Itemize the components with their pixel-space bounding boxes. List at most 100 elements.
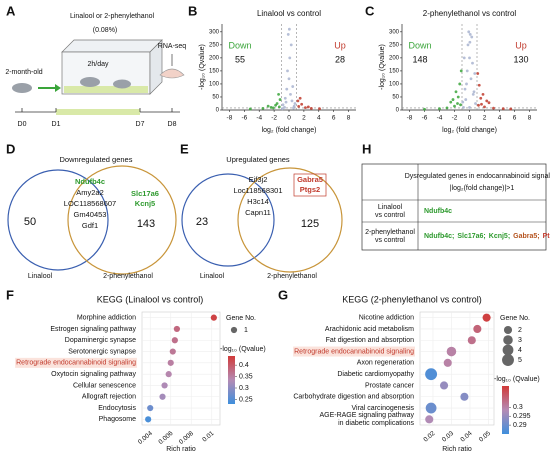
brain [159, 68, 185, 79]
legend-label: 4 [518, 347, 522, 354]
treatment-label: Linalool or 2-phenylethanol [70, 13, 155, 20]
x-tick-label: 4 [317, 115, 321, 122]
point [470, 35, 474, 39]
category-label: Carbohydrate digestion and absorption [293, 394, 414, 401]
gene: Gabra5; [513, 233, 539, 240]
category-label: Cellular senescence [73, 382, 136, 389]
category-label: Fat digestion and absorption [326, 337, 414, 344]
point [296, 99, 300, 103]
highlight [15, 357, 137, 368]
point [462, 56, 466, 60]
shared-gene: Eif3j2 [249, 175, 268, 184]
y-tick-label: 150 [209, 68, 220, 74]
point [318, 107, 321, 111]
colorbar-tick-label: 0.29 [513, 422, 527, 429]
exposure-label: 2h/day [87, 61, 109, 68]
point [266, 104, 270, 108]
right-gene: Ptgs2 [300, 185, 320, 194]
panel-letter: B [188, 3, 197, 18]
x-tick-label: -2 [452, 115, 458, 122]
y-tick-label: 300 [209, 29, 220, 35]
point [459, 103, 462, 107]
arrow-head [55, 84, 61, 92]
gene: Ndufb4c; [424, 233, 454, 240]
schematic [12, 39, 185, 115]
point [458, 82, 462, 86]
point [261, 107, 265, 110]
point [289, 43, 293, 47]
point [465, 69, 469, 73]
legend-count: 130 [513, 54, 528, 64]
category-label: Viral carcinogenesis [351, 405, 414, 412]
dot [439, 381, 449, 390]
dot [446, 346, 457, 357]
right-only-count: 125 [301, 218, 319, 230]
point [464, 98, 468, 101]
axis [401, 24, 537, 111]
point [468, 33, 472, 36]
x-tick-label: -6 [422, 115, 428, 122]
category-label: Nicotine addiction [359, 314, 414, 321]
venn-circle [7, 169, 109, 271]
x-tick-label: 0.03 [441, 430, 455, 444]
point [477, 103, 480, 107]
category-label: Prostate cancer [365, 382, 415, 389]
y-tick-label: 300 [389, 29, 400, 35]
point [492, 106, 495, 110]
right-gene: Kcnj5 [135, 199, 155, 208]
bedding [64, 86, 148, 93]
y-tick-label: 150 [389, 68, 400, 74]
x-axis-label: Rich ratio [166, 446, 196, 453]
point [449, 100, 453, 104]
point [453, 104, 456, 108]
y-tick-label: 250 [389, 42, 400, 48]
panel-letter: A [6, 3, 16, 18]
point [271, 106, 275, 110]
panel-letter: F [6, 287, 14, 302]
point [269, 105, 273, 109]
point [501, 107, 505, 111]
venn-title: Downregulated genes [60, 155, 133, 164]
axis [221, 24, 356, 111]
panel-letter: E [180, 141, 189, 156]
point [298, 96, 302, 100]
point [465, 82, 468, 86]
cage-lid [61, 39, 163, 53]
legend-dot [502, 354, 514, 366]
colorbar-title: -log₁₀ (Qvalue) [220, 346, 266, 353]
mouse [113, 79, 131, 89]
point [284, 100, 288, 104]
plot-frame [141, 311, 221, 426]
venn-left-label: Linalool [200, 273, 225, 280]
panel-letter: H [362, 141, 371, 156]
x-tick-label: -4 [437, 115, 443, 122]
legend-title: Gene No. [500, 315, 530, 322]
y-tick-label: 250 [209, 42, 220, 48]
legend-dot [502, 344, 514, 356]
point [303, 106, 307, 110]
kegg-title: KEGG (Linalool vs control) [97, 294, 204, 304]
category-label: Oxytocin signaling pathway [51, 371, 136, 378]
legend-count: 148 [412, 54, 427, 64]
x-tick-label: 8 [528, 115, 532, 122]
y-tick-label: 0 [396, 108, 400, 114]
legend-name: Up [334, 40, 346, 50]
left-only-count: 50 [24, 216, 36, 228]
dot [482, 313, 491, 322]
point [289, 92, 292, 96]
right-gene: Gabra5 [297, 175, 323, 184]
x-tick-label: 0.02 [422, 430, 436, 444]
x-tick-label: -6 [241, 115, 247, 122]
right-only-count: 143 [137, 218, 155, 230]
dot [473, 324, 482, 334]
dose-label: (0.08%) [93, 27, 118, 34]
category-label: Serotonergic synapse [68, 348, 136, 355]
point [283, 96, 287, 100]
legend-label: 1 [244, 327, 248, 334]
legend-dot [503, 325, 513, 335]
shared-gene: LOC118568607 [64, 199, 116, 208]
dot [147, 404, 154, 412]
point [477, 83, 481, 87]
x-tick-label: 0.004 [137, 430, 154, 446]
